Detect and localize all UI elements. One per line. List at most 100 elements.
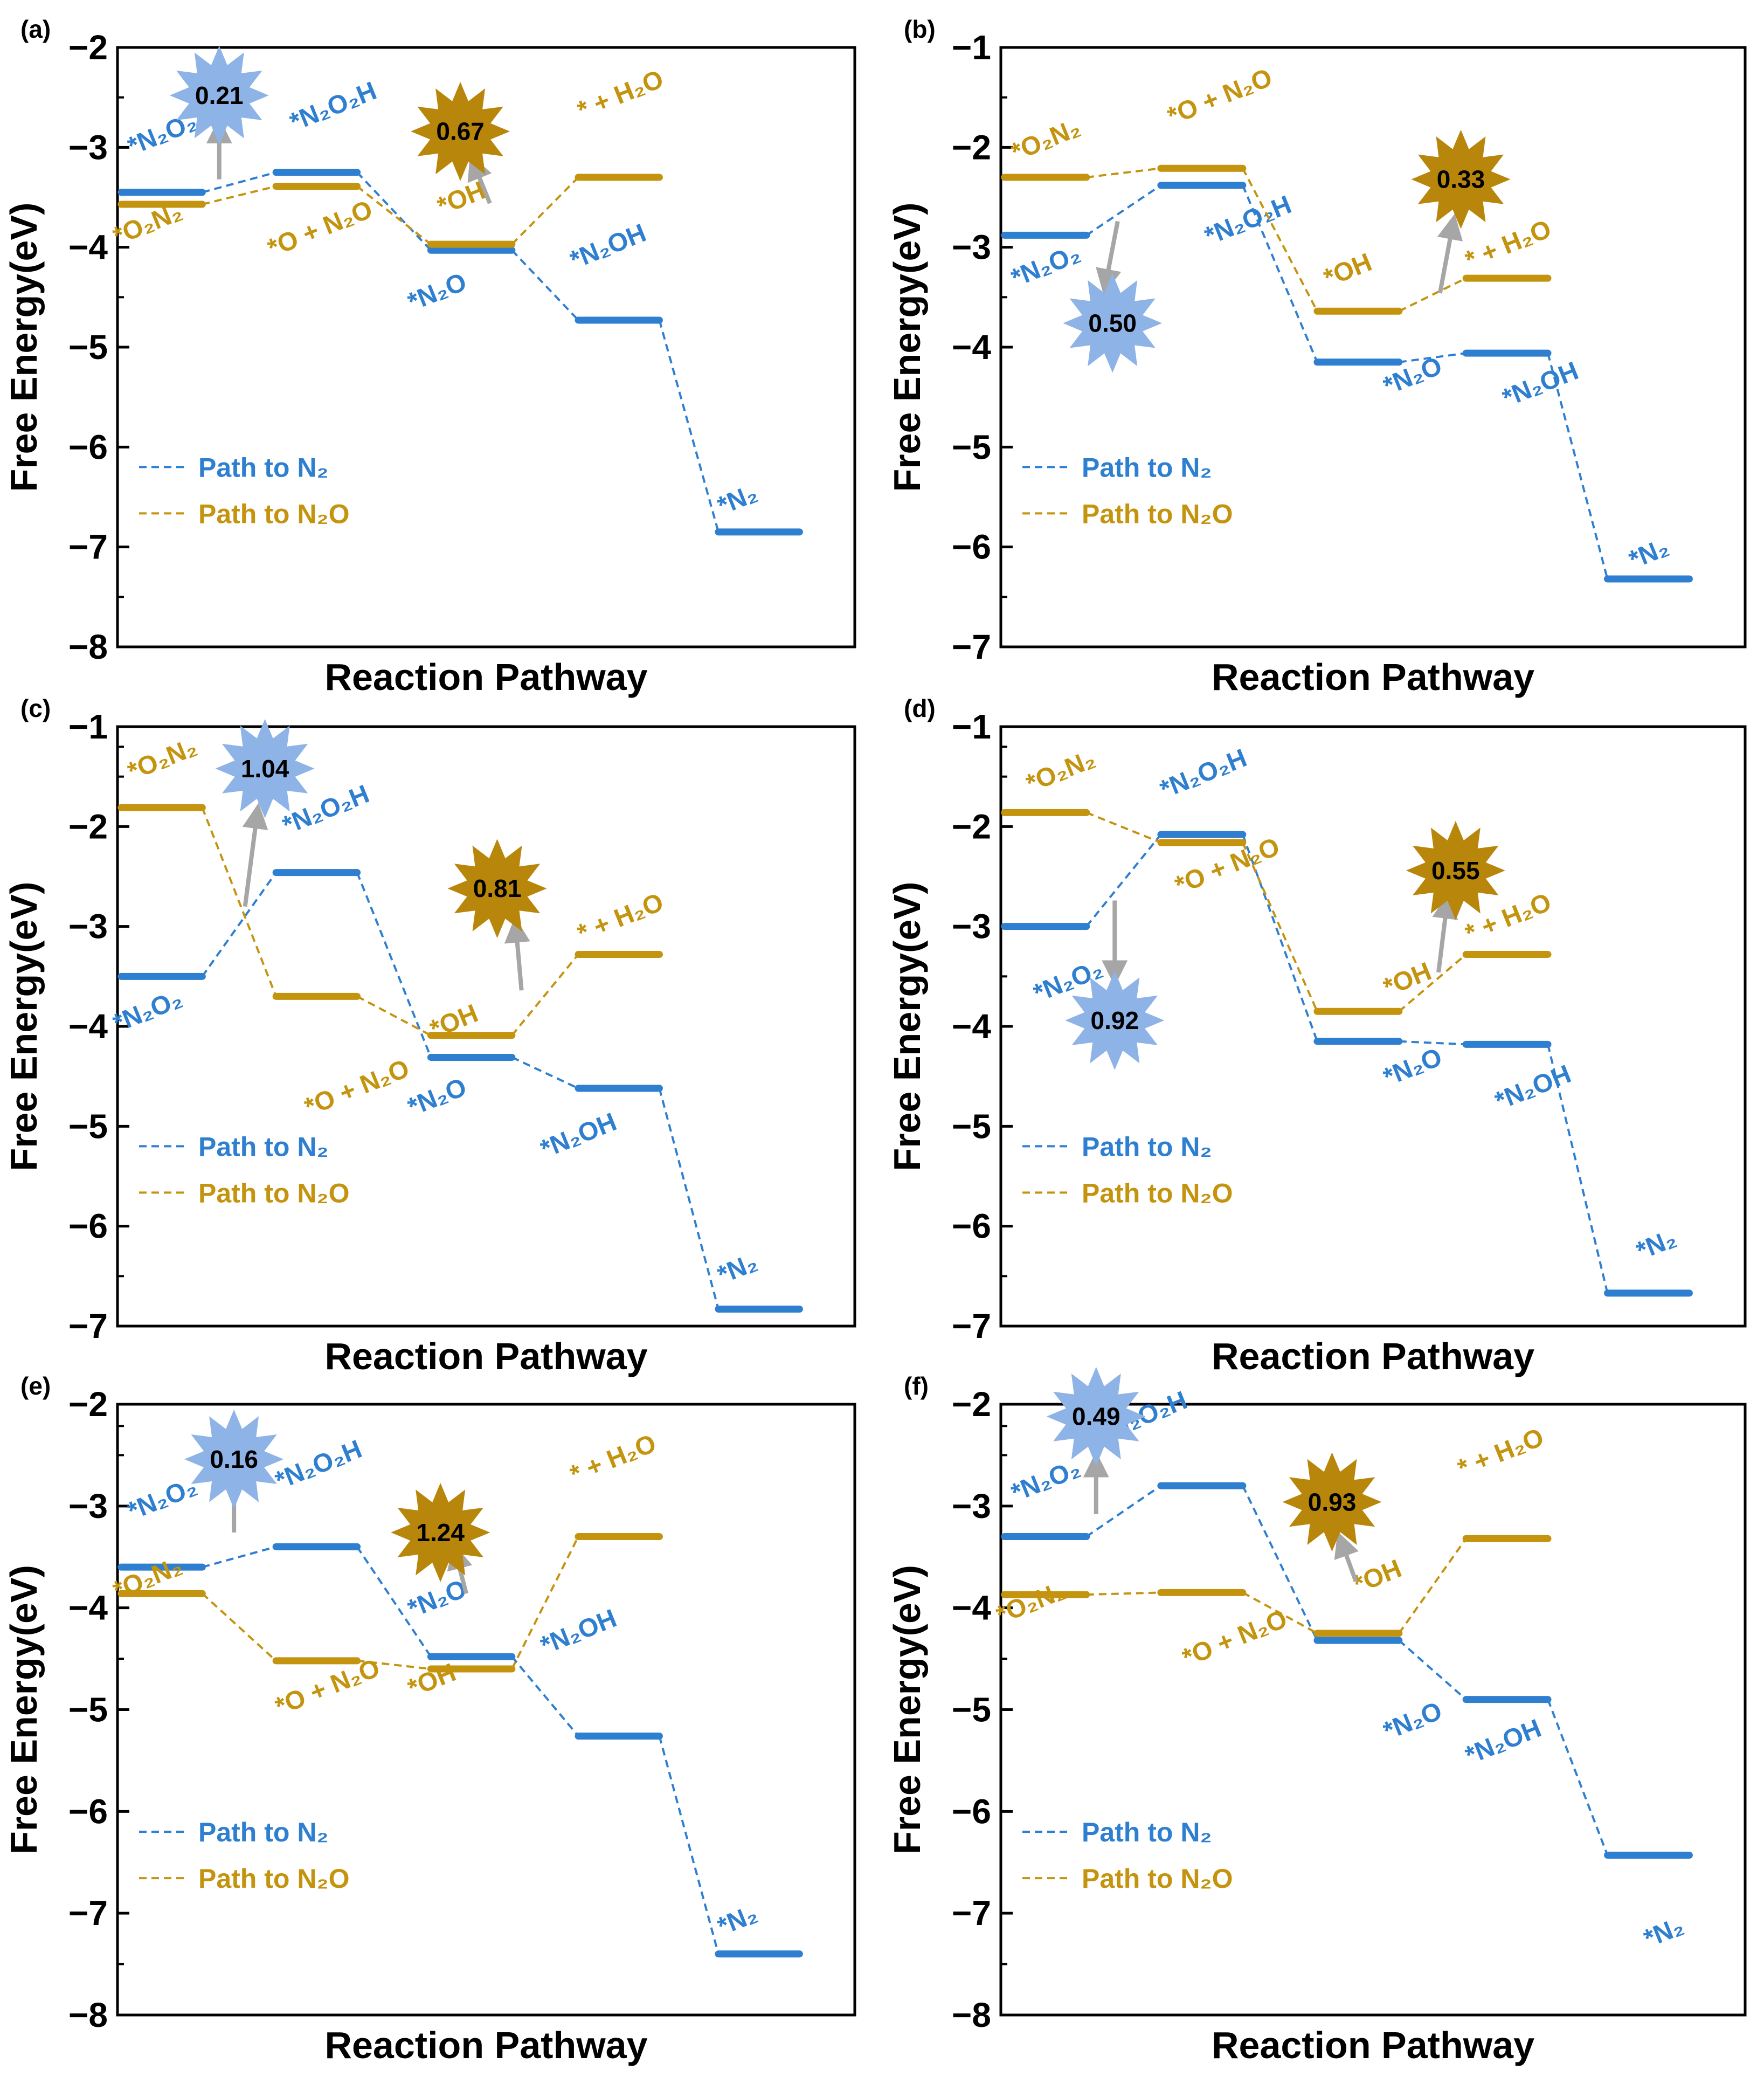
n2o-connector [356, 185, 432, 245]
n2o-state-label: *O₂N₂ [124, 733, 201, 786]
y-tick-label: −4 [68, 1589, 108, 1627]
barrier-arrow [467, 154, 492, 204]
n2-connector [202, 1545, 276, 1569]
y-tick-label: −6 [952, 1207, 991, 1246]
plot-frame [116, 725, 856, 1328]
n2-state-label: *N₂O [404, 1073, 471, 1122]
plot-frame [999, 1403, 1747, 2017]
n2o-state-label: *O + N₂O [264, 195, 377, 263]
n2-connector [1242, 1485, 1318, 1641]
n2o-connector [511, 176, 579, 245]
legend-n2o-label: Path to N₂O [1082, 499, 1233, 529]
barrier-value: 1.04 [241, 755, 289, 783]
panel-label: (e) [20, 1372, 51, 1400]
panel-a: (a) −2 −3 −4 −5 −6 −7 −8 Free Energy(eV) Reaction… [3, 15, 856, 748]
n2-connector [1547, 1699, 1609, 1856]
y-tick-label: −2 [68, 28, 108, 67]
x-axis-title: Reaction Pathway [1212, 1335, 1534, 1377]
y-tick-label: −5 [68, 1107, 108, 1145]
n2-state-label: *N₂OH [537, 1604, 621, 1660]
n2o-state-label: *O + N₂O [301, 1054, 413, 1122]
n2o-state-label: * + H₂O [566, 1429, 660, 1489]
barrier-star-badge [215, 719, 315, 818]
n2o-connector [1242, 1591, 1318, 1634]
n2o-state-label: * + H₂O [1461, 215, 1555, 275]
n2o-connector [1241, 842, 1318, 1012]
y-tick-label: −3 [952, 228, 991, 267]
n2o-connector [201, 807, 277, 997]
barrier-star-badge [411, 81, 510, 181]
legend-n2o-label: Path to N₂O [1082, 1178, 1233, 1208]
y-axis-title: Free Energy(eV) [886, 882, 928, 1171]
n2-connector [658, 1088, 720, 1310]
n2-connector [1085, 833, 1162, 927]
panel-b: (b) −1 −2 −3 −4 −5 −6 −7 Free Energy(eV) Reaction… [886, 15, 1747, 748]
barrier-value: 0.33 [1437, 165, 1485, 194]
n2o-state-label: *O₂N₂ [109, 1552, 186, 1605]
n2o-connector [201, 1592, 277, 1662]
n2-state-label: *N₂ [1632, 1224, 1680, 1266]
n2-connector [201, 872, 277, 977]
barrier-arrow [1437, 213, 1463, 294]
y-tick-label: −3 [952, 1487, 991, 1526]
n2-state-label: *N₂O [1379, 1043, 1446, 1092]
n2o-connector [202, 185, 276, 205]
n2o-state-label: * + H₂O [1454, 1423, 1547, 1483]
y-tick-label: −5 [952, 1107, 991, 1145]
n2o-connector [1398, 954, 1467, 1012]
n2-state-label: *N₂ [714, 1900, 762, 1941]
n2-state-label: *N₂O [404, 1575, 471, 1624]
y-tick-label: −3 [68, 128, 108, 167]
n2o-state-label: * + H₂O [573, 888, 667, 948]
n2-connector [1085, 1485, 1162, 1538]
barrier-star-badge [184, 1410, 284, 1509]
n2-connector [202, 171, 276, 194]
n2o-connector [1398, 1538, 1467, 1634]
y-tick-label: −6 [952, 1792, 991, 1831]
barrier-value: 0.81 [473, 874, 522, 902]
n2-connector [1399, 352, 1466, 363]
n2-connector [511, 249, 579, 321]
barrier-value: 0.49 [1072, 1403, 1120, 1431]
n2-state-label: *N₂O₂ [124, 1472, 201, 1526]
y-tick-label: −7 [952, 627, 991, 666]
panel-f: (f) −2 −3 −4 −5 −6 −7 −8 Free Energy(eV) Reaction… [886, 1367, 1747, 2066]
y-axis-title: Free Energy(eV) [3, 882, 45, 1171]
n2o-state-label: *OH [1379, 957, 1435, 1002]
n2o-connector [1086, 811, 1161, 844]
n2-connector [658, 320, 720, 533]
n2-connector [1398, 1639, 1467, 1701]
panel-label: (c) [20, 694, 51, 722]
legend-n2-label: Path to N₂ [1082, 1131, 1212, 1162]
y-tick-label: −7 [68, 1307, 108, 1345]
n2-state-label: *N₂O [1379, 1696, 1446, 1745]
y-tick-label: −5 [68, 1690, 108, 1729]
legend-n2-label: Path to N₂ [198, 1817, 329, 1847]
barrier-star-badge [1411, 129, 1511, 229]
y-tick-label: −2 [952, 128, 991, 167]
y-tick-label: −1 [68, 707, 108, 746]
n2o-state-label: *OH [1350, 1554, 1406, 1599]
legend-n2o-label: Path to N₂O [198, 1864, 350, 1894]
n2-connector [356, 171, 432, 251]
n2o-state-label: *OH [404, 1658, 460, 1703]
panel-e: (e) −2 −3 −4 −5 −6 −7 −8 Free Energy(eV) Reaction… [3, 1372, 856, 2066]
y-tick-label: −4 [68, 1007, 108, 1046]
n2o-connector [1242, 168, 1318, 312]
barrier-value: 0.50 [1088, 309, 1137, 337]
y-tick-label: −6 [68, 1792, 108, 1831]
n2-state-label: *N₂OH [537, 1108, 621, 1164]
y-tick-label: −2 [68, 1385, 108, 1424]
y-tick-label: −5 [952, 1690, 991, 1729]
y-tick-label: −7 [952, 1307, 991, 1345]
y-tick-label: −3 [68, 907, 108, 946]
n2-state-label: *N₂O₂ [1007, 239, 1084, 293]
y-tick-label: −7 [68, 528, 108, 567]
n2-connector [1399, 1040, 1466, 1046]
n2o-connector [1398, 277, 1467, 313]
y-tick-label: −8 [952, 1996, 991, 2034]
barrier-star-badge [1406, 820, 1505, 920]
n2-state-label: *N₂O₂ [109, 984, 186, 1038]
n2-state-label: *N₂O₂H [286, 77, 381, 137]
